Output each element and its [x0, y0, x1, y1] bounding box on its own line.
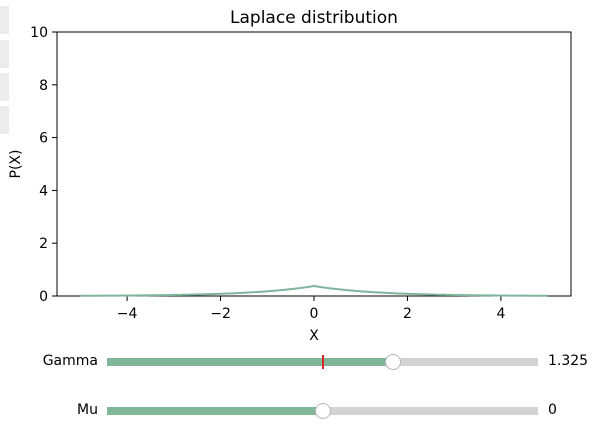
series-line: [80, 285, 548, 297]
x-axis-label: X: [309, 328, 319, 344]
mu-slider-label: Mu: [77, 402, 98, 418]
gamma-slider-handle[interactable]: [384, 354, 401, 370]
gamma-slider-fill: [107, 358, 393, 366]
mu-slider-value: 0: [548, 402, 557, 418]
gamma-initial-marker: [321, 355, 324, 369]
y-axis-label: P(X): [8, 150, 24, 179]
x-tick-label: −2: [210, 306, 231, 322]
toolbar-button[interactable]: [0, 106, 9, 134]
plot-area: [56, 31, 572, 297]
toolbar-button[interactable]: [0, 6, 9, 34]
y-tick-label: 2: [39, 236, 48, 252]
mu-slider-track[interactable]: [107, 403, 538, 419]
toolbar-button[interactable]: [0, 40, 9, 68]
y-tick-label: 0: [39, 289, 48, 305]
chart-title: Laplace distribution: [230, 8, 398, 28]
x-tick-label: 2: [403, 306, 412, 322]
x-tick-label: 0: [310, 306, 319, 322]
toolbar-button[interactable]: [0, 73, 9, 101]
mu-slider[interactable]: Mu 0: [0, 401, 600, 421]
y-tick-label: 10: [30, 25, 48, 41]
gamma-slider[interactable]: Gamma 1.325: [0, 352, 600, 372]
x-tick-label: 4: [496, 306, 505, 322]
x-tick-label: −4: [117, 306, 138, 322]
gamma-slider-track[interactable]: [107, 354, 538, 370]
gamma-slider-value: 1.325: [548, 353, 589, 369]
mu-slider-handle[interactable]: [314, 403, 331, 419]
y-tick-label: 6: [39, 131, 48, 147]
y-tick-label: 4: [39, 183, 48, 199]
laplace-chart: Laplace distribution −4 −2 0 2 4 0 2 4 6 8 10 X P…: [8, 8, 572, 344]
mu-slider-fill: [107, 407, 323, 415]
gamma-slider-label: Gamma: [42, 353, 98, 369]
y-tick-label: 8: [39, 78, 48, 94]
